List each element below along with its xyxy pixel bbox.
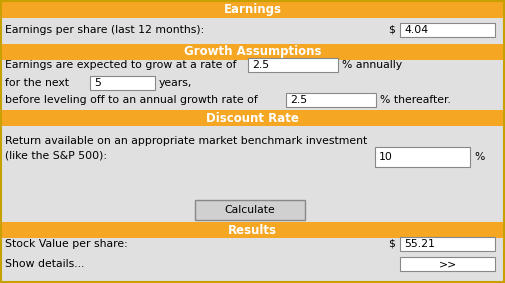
- Bar: [400, 237, 495, 251]
- Text: Earnings are expected to grow at a rate of: Earnings are expected to grow at a rate …: [5, 60, 236, 70]
- Text: 2.5: 2.5: [290, 95, 307, 105]
- Text: 2.5: 2.5: [252, 60, 269, 70]
- Text: for the next: for the next: [5, 78, 69, 88]
- Text: before leveling off to an annual growth rate of: before leveling off to an annual growth …: [5, 95, 258, 105]
- Text: years,: years,: [159, 78, 192, 88]
- Text: % thereafter.: % thereafter.: [380, 95, 451, 105]
- Bar: [2, 110, 503, 126]
- Text: 55.21: 55.21: [404, 239, 435, 249]
- Bar: [90, 76, 155, 90]
- Text: >>: >>: [438, 259, 457, 269]
- Text: $: $: [388, 239, 395, 249]
- Text: Calculate: Calculate: [225, 205, 275, 215]
- Bar: [248, 58, 338, 72]
- Bar: [286, 93, 376, 107]
- Text: Earnings: Earnings: [224, 3, 281, 16]
- Text: Growth Assumptions: Growth Assumptions: [184, 46, 321, 59]
- Text: %: %: [474, 152, 484, 162]
- Bar: [400, 257, 495, 271]
- Text: 5: 5: [94, 78, 101, 88]
- Bar: [400, 23, 495, 37]
- Text: 10: 10: [379, 152, 393, 162]
- Text: 4.04: 4.04: [404, 25, 428, 35]
- Text: Return available on an appropriate market benchmark investment
(like the S&P 500: Return available on an appropriate marke…: [5, 136, 367, 160]
- Bar: [2, 222, 503, 238]
- Text: $: $: [388, 25, 395, 35]
- Text: Stock Value per share:: Stock Value per share:: [5, 239, 128, 249]
- Text: Show details...: Show details...: [5, 259, 84, 269]
- Bar: [375, 147, 470, 167]
- Text: Discount Rate: Discount Rate: [206, 112, 299, 125]
- Text: Earnings per share (last 12 months):: Earnings per share (last 12 months):: [5, 25, 204, 35]
- Bar: [2, 2, 503, 18]
- Bar: [2, 44, 503, 60]
- Bar: [195, 200, 305, 220]
- Text: Results: Results: [228, 224, 277, 237]
- Text: % annually: % annually: [342, 60, 402, 70]
